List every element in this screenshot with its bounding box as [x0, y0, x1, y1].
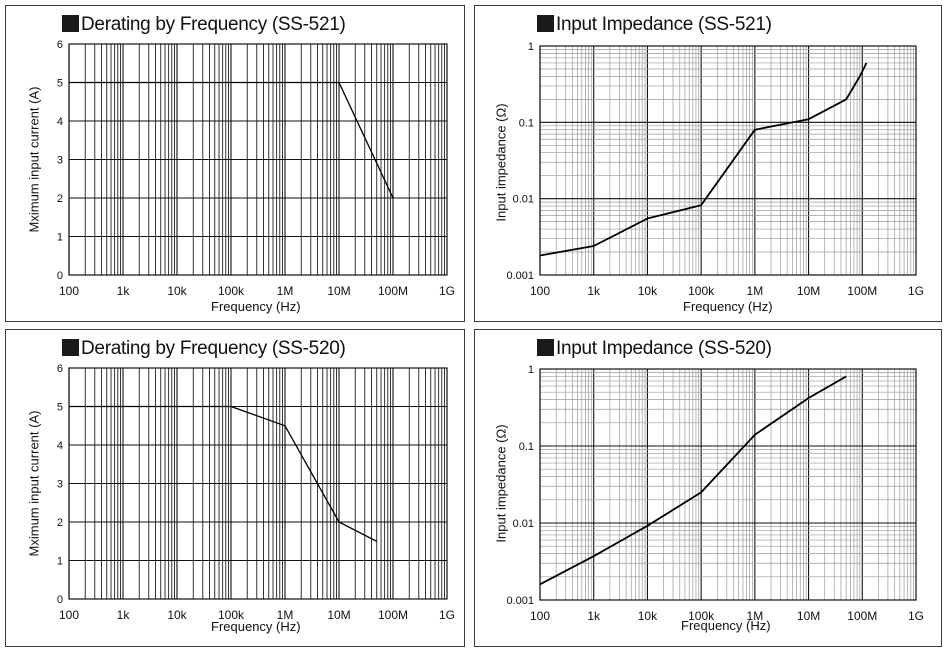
y-tick-label: 1	[57, 556, 63, 568]
x-tick-label: 10k	[167, 284, 187, 298]
x-tick-label: 1G	[908, 284, 924, 298]
y-tick-label: 0.1	[519, 441, 534, 453]
y-tick-label: 5	[57, 402, 63, 414]
x-tick-label: 1M	[277, 284, 294, 298]
chart-title: Derating by Frequency (SS-521)	[62, 14, 346, 36]
y-tick-label: 0	[57, 594, 63, 606]
x-tick-label: 1k	[117, 284, 131, 298]
x-axis-label: Frequency (Hz)	[211, 299, 301, 314]
title-square-icon	[537, 15, 554, 32]
x-tick-label: 100	[59, 608, 79, 622]
x-tick-label: 100k	[688, 609, 715, 623]
x-tick-label: 1G	[439, 608, 455, 622]
x-tick-label: 1k	[587, 284, 601, 298]
chart-plot-impedance-ss520: 100 1k 10k 100k 1M 10M 100M 1G 0.001 0.01 0.1 1	[506, 364, 924, 623]
y-tick-label: 6	[57, 363, 63, 375]
x-tick-label: 100M	[847, 284, 877, 298]
plot-frame	[539, 368, 917, 601]
y-tick-label: 3	[57, 155, 63, 167]
y-tick-label: 0.01	[513, 518, 534, 530]
x-tick-label: 100k	[688, 284, 715, 298]
y-tick-label: 0	[57, 270, 63, 282]
x-tick-label: 100M	[847, 609, 877, 623]
y-tick-label: 2	[57, 193, 63, 205]
x-tick-label: 1G	[908, 609, 924, 623]
y-tick-label: 4	[57, 116, 63, 128]
chart-panel-impedance-ss520: Input Impedance (SS-520) Input impedance…	[474, 329, 942, 647]
x-tick-label: 100k	[218, 284, 245, 298]
chart-plot-derating-ss520: 100 1k 10k 100k 1M 10M 100M 1G 0 1 2 3 4 5 6	[57, 363, 455, 622]
x-tick-label: 10k	[638, 609, 658, 623]
chart-panel-derating-ss521: Derating by Frequency (SS-521) Mximum in…	[5, 5, 465, 322]
x-axis-label: Frequency (Hz)	[683, 299, 773, 314]
x-tick-label: 10k	[638, 284, 658, 298]
x-tick-label: 100	[59, 284, 79, 298]
chart-panel-impedance-ss521: Input Impedance (SS-521) Input impedance…	[474, 5, 942, 322]
series-line	[539, 62, 868, 257]
x-tick-label: 100M	[378, 608, 408, 622]
grid	[539, 46, 916, 276]
y-tick-label: 1	[528, 364, 534, 376]
x-axis-label: Frequency (Hz)	[681, 618, 771, 633]
y-tick-label: 2	[57, 517, 63, 529]
grid	[68, 367, 447, 600]
chart-title: Input Impedance (SS-521)	[537, 14, 772, 36]
x-tick-label: 10M	[327, 608, 350, 622]
x-tick-label: 10M	[327, 284, 350, 298]
x-tick-label: 1k	[117, 608, 131, 622]
y-tick-label: 6	[57, 39, 63, 51]
title-square-icon	[62, 15, 79, 32]
y-tick-label: 0.001	[506, 270, 534, 282]
y-tick-label: 1	[57, 232, 63, 244]
chart-plot-derating-ss521: 100 1k 10k 100k 1M 10M 100M 1G 0 1 2 3 4 5 6	[57, 39, 455, 298]
chart-plot-impedance-ss521: 100 1k 10k 100k 1M 10M 100M 1G 0.001 0.01 0.1 1	[506, 41, 924, 298]
series-line	[539, 375, 847, 586]
x-tick-label: 10k	[167, 608, 187, 622]
y-tick-label: 0.001	[506, 595, 534, 607]
title-square-icon	[537, 339, 554, 356]
chart-title: Input Impedance (SS-520)	[537, 338, 772, 360]
y-tick-label: 4	[57, 440, 63, 452]
x-tick-label: 10M	[797, 284, 820, 298]
plot-frame	[539, 45, 917, 276]
plot-frame	[68, 367, 448, 600]
x-tick-label: 1k	[587, 609, 601, 623]
grid	[68, 43, 447, 276]
y-tick-label: 3	[57, 479, 63, 491]
x-tick-label: 100	[530, 284, 550, 298]
y-tick-label: 5	[57, 78, 63, 90]
x-tick-label: 1M	[747, 284, 764, 298]
x-tick-label: 100	[530, 609, 550, 623]
series-line	[69, 81, 394, 199]
chart-title: Derating by Frequency (SS-520)	[62, 338, 346, 360]
grid	[539, 369, 916, 601]
x-tick-label: 1M	[277, 608, 294, 622]
title-square-icon	[62, 339, 79, 356]
x-tick-label: 100k	[218, 608, 245, 622]
plot-frame	[68, 43, 448, 276]
y-tick-label: 1	[528, 41, 534, 53]
x-tick-label: 1G	[439, 284, 455, 298]
y-tick-label: 0.1	[519, 117, 534, 129]
x-tick-label: 100M	[378, 284, 408, 298]
x-axis-label: Frequency (Hz)	[211, 619, 301, 634]
series-line	[69, 405, 377, 542]
chart-panel-derating-ss520: Derating by Frequency (SS-520) Mximum in…	[5, 329, 465, 647]
x-tick-label: 10M	[797, 609, 820, 623]
y-tick-label: 0.01	[513, 194, 534, 206]
x-tick-label: 1M	[747, 609, 764, 623]
